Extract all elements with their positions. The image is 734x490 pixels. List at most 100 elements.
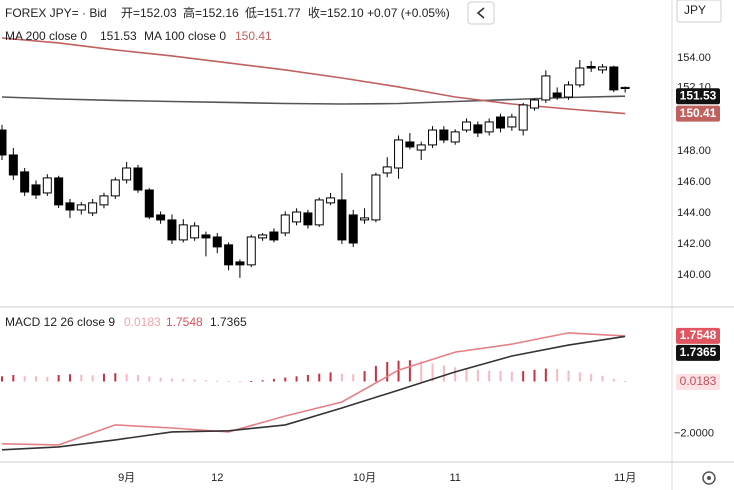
candle-body [0,129,7,156]
candle-body [484,121,494,133]
quote-low: 低=151.77 [245,6,301,20]
indicator-line [1,95,626,105]
histogram-bar [363,371,366,382]
candle-body [507,116,517,128]
candle-body [258,234,268,239]
candle-body [405,141,415,148]
histogram-bar [23,375,26,382]
candle-body [496,116,506,129]
candle-body [212,236,222,248]
y-tick-label: 154.00 [677,52,711,64]
candle-body [8,154,18,176]
candle-body [110,179,120,197]
histogram-bar [102,373,105,382]
candle-body [42,177,52,194]
histogram-bar [216,380,219,382]
histogram-bar [544,368,547,382]
histogram-bar [306,375,309,382]
candle-body [65,202,75,211]
histogram-bar [624,381,627,383]
candle-body [530,99,540,109]
histogram-bar [1,376,3,382]
histogram-bar [386,362,389,382]
candle-body [552,92,562,98]
chevron-icon[interactable] [476,7,485,19]
collapse-button[interactable] [467,1,495,25]
candle-body [156,214,166,221]
histogram-bar [476,369,479,382]
histogram-bar [159,377,162,382]
histogram-bar [340,373,343,382]
candle-body [122,167,132,181]
price-badge [676,105,720,122]
settings-button[interactable] [702,471,716,485]
candle-body [428,129,438,146]
histogram-bar [454,367,457,382]
candle-body [518,104,528,131]
histogram-bar [193,379,196,382]
histogram-bar [510,371,513,382]
candle-body [382,166,392,174]
histogram-bar [68,374,71,382]
candle-body [337,199,347,241]
candle-body [201,234,211,239]
histogram-bar [431,363,434,382]
price-badge-label: 150.41 [680,106,717,120]
candle-body [88,202,98,214]
candle-body [450,131,460,143]
gear-hub[interactable] [707,476,711,480]
quote-close: 收=152.10 [308,6,364,20]
ma200-legend: MA 200 close 0 [5,29,87,43]
candle-body [541,75,551,101]
candle-body [269,231,279,241]
quote-change: +0.07 (+0.05%) [367,6,450,20]
candle-body [575,67,585,86]
histogram-bar [408,360,411,382]
y-tick-label: 148.00 [677,145,711,157]
histogram-bar [488,370,491,382]
macd-line-value: 1.7365 [210,315,247,329]
macd-hist-value: 0.0183 [124,315,161,329]
histogram-bar [578,372,581,382]
candle-body [360,217,370,221]
y-tick-label: −2.0000 [674,427,714,439]
candle-body [235,261,245,266]
histogram-bar [125,373,128,382]
candle-body [416,144,426,151]
x-tick-label: 10月 [353,472,376,484]
candle-body [326,197,336,204]
histogram-bar [295,376,298,382]
histogram-bar [284,377,287,382]
histogram-bar [374,365,377,382]
candle-body [348,214,358,244]
candle-body [314,199,324,226]
currency-label[interactable]: JPY [684,3,706,17]
histogram-bar [136,375,139,382]
histogram-bar [238,381,241,383]
y-tick-label: 146.00 [677,176,711,188]
candle-body [280,214,290,234]
histogram-bar [46,376,49,382]
price-badge-label: 1.7365 [680,345,717,359]
price-badge-label: 151.53 [680,88,717,102]
histogram-bar [182,378,185,382]
button-frame[interactable] [467,1,495,25]
currency-button[interactable]: JPY [676,0,722,23]
gear-icon[interactable] [702,471,716,485]
candle-body [167,219,177,241]
quote-high: 高=152.16 [183,5,239,20]
candle-body [564,84,573,98]
price-badge [676,88,720,105]
histogram-bar [80,374,83,382]
candle-body [190,225,200,239]
currency-frame[interactable] [676,0,722,23]
histogram-bar [420,361,423,382]
candle-body [99,195,109,206]
candle-body [586,65,596,69]
histogram-bar [499,371,502,382]
candle-body [246,236,256,266]
histogram-bar [318,373,321,382]
price-badge [676,327,720,344]
candle-body [597,66,607,71]
